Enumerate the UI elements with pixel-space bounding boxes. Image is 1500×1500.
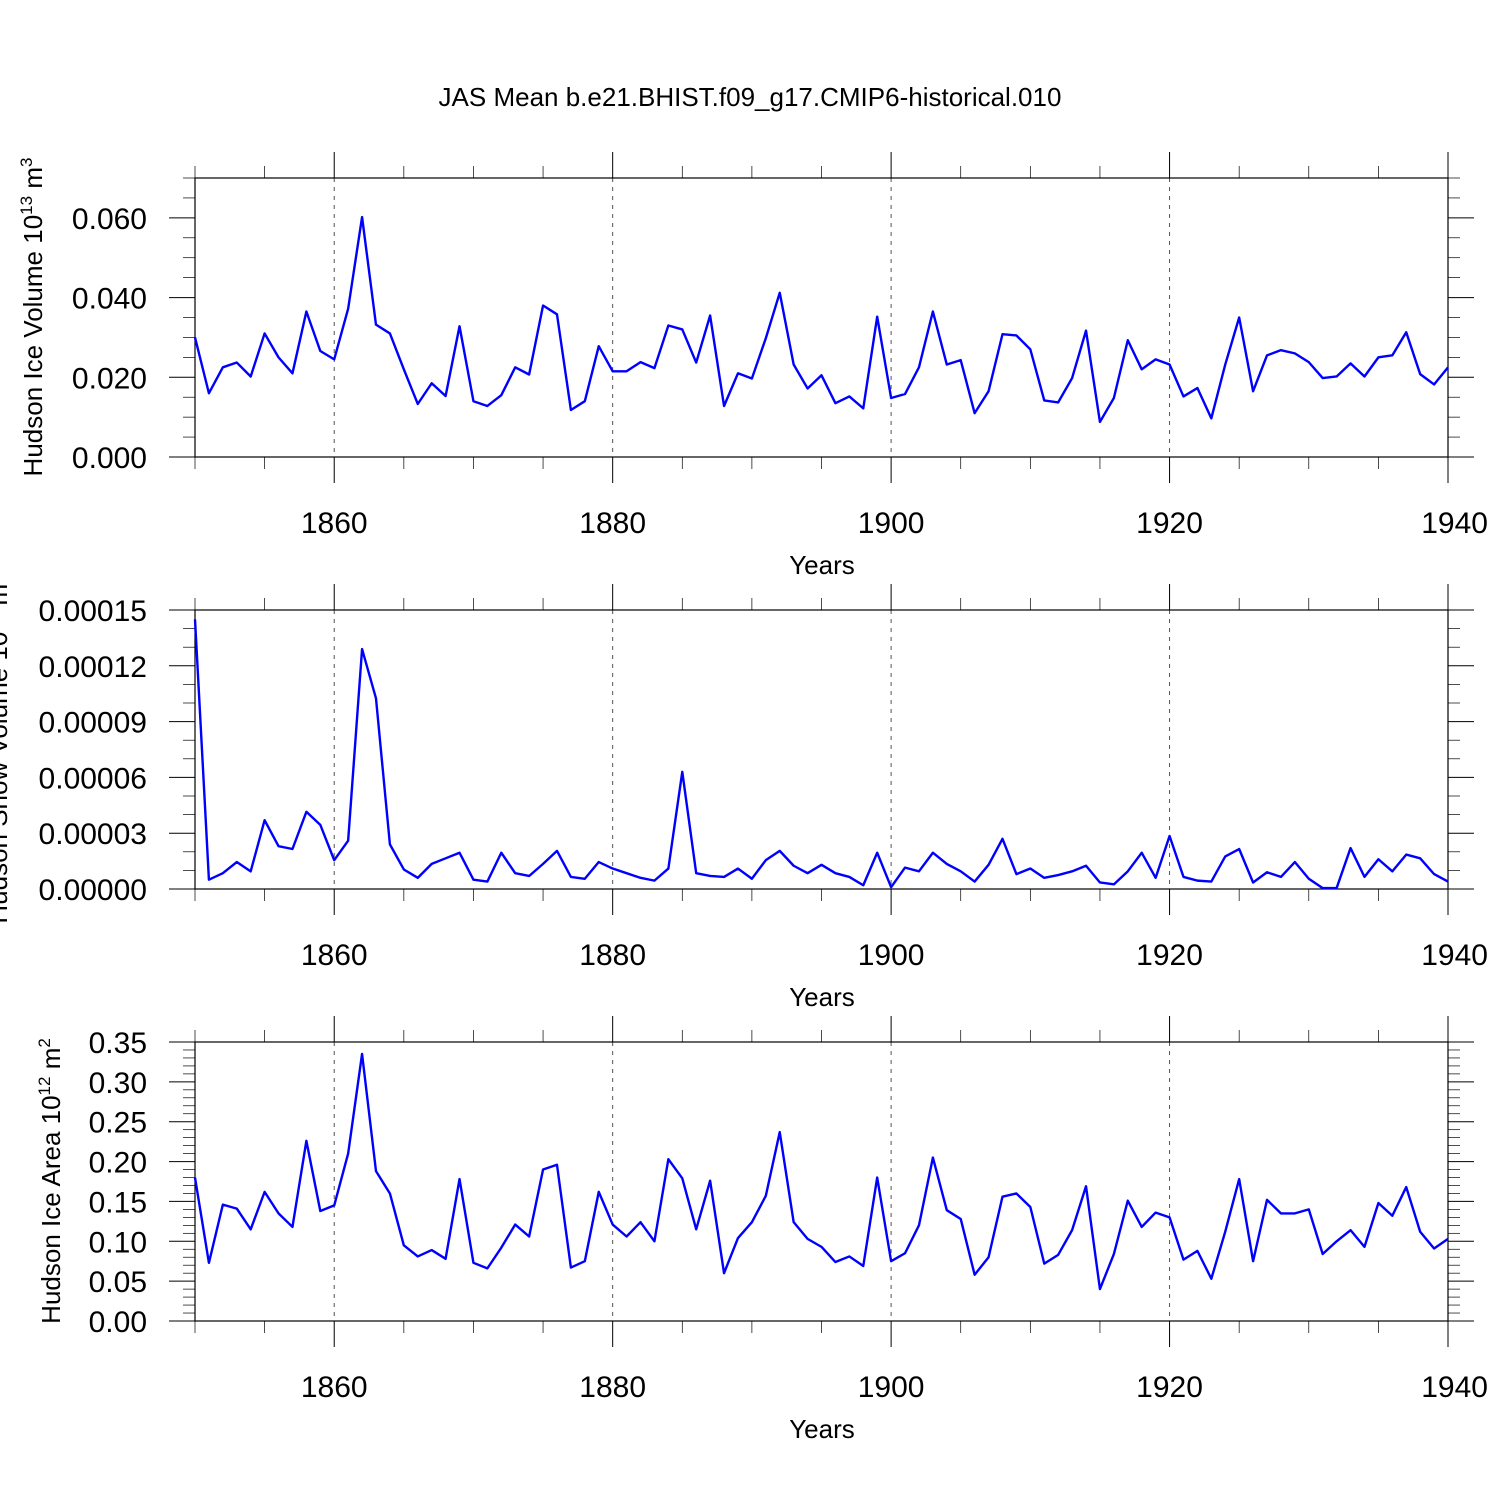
snow-volume-y-axis-title: Hudson Snow Volume 1013 m3 [0,574,13,923]
ice-area-y-tick-label-0.10: 0.10 [89,1226,147,1259]
ice-area-y-axis-title: Hudson Ice Area 1012 m2 [35,1038,66,1324]
snow-volume-y-tick-label-0.00000: 0.00000 [39,874,147,907]
ice-area-y-tick-label-0.00: 0.00 [89,1306,147,1339]
ice-volume-series-line [193,215,1449,424]
ice-volume-y-tick-label-0.060: 0.060 [72,203,147,236]
snow-volume-panel: Years Hudson Snow Volume 1013 m3 1860 188… [0,574,1488,1012]
ice-area-x-tick-label-1940: 1940 [1421,1371,1488,1404]
ice-area-y-tick-label-0.30: 0.30 [89,1067,147,1100]
ice-area-y-tick-label-0.25: 0.25 [89,1107,147,1140]
ice-volume-x-tick-label-1900: 1900 [858,507,925,540]
ice-volume-plot-frame [194,177,1449,458]
ice-volume-y-tick-label-0.020: 0.020 [72,362,147,395]
snow-volume-x-tick-label-1860: 1860 [301,939,368,972]
ice-volume-x-tick-label-1880: 1880 [579,507,646,540]
snow-volume-series-line [193,619,1449,890]
ice-area-x-tick-label-1880: 1880 [579,1371,646,1404]
snow-volume-y-tick-label-0.00006: 0.00006 [39,762,147,795]
snow-volume-x-tick-label-1920: 1920 [1136,939,1203,972]
snow-volume-y-tick-label-0.00012: 0.00012 [39,651,147,684]
ice-area-y-tick-label-0.35: 0.35 [89,1027,147,1060]
ice-area-y-tick-label-0.20: 0.20 [89,1147,147,1180]
ice-area-y-tick-label-0.05: 0.05 [89,1266,147,1299]
ice-volume-panel: Years Hudson Ice Volume 1013 m3 1860 1880… [17,152,1488,580]
ice-area-x-tick-label-1900: 1900 [858,1371,925,1404]
chart-title: JAS Mean b.e21.BHIST.f09_g17.CMIP6-histo… [439,82,1062,112]
ice-area-series-line [193,1052,1449,1291]
snow-volume-y-tick-label-0.00009: 0.00009 [39,707,147,740]
ice-area-panel: Years Hudson Ice Area 1012 m2 1860 1880 19… [35,1016,1488,1444]
ice-volume-y-axis-title: Hudson Ice Volume 1013 m3 [17,158,48,477]
snow-volume-plot-frame [194,609,1449,890]
ice-area-y-tick-label-0.15: 0.15 [89,1186,147,1219]
ice-volume-y-tick-label-0.040: 0.040 [72,283,147,316]
snow-volume-y-tick-label-0.00003: 0.00003 [39,818,147,851]
ice-area-x-tick-label-1920: 1920 [1136,1371,1203,1404]
snow-volume-y-tick-label-0.00015: 0.00015 [39,595,147,628]
ice-area-x-tick-label-1860: 1860 [301,1371,368,1404]
ice-area-x-axis-title: Years [789,1414,855,1444]
ice-volume-y-tick-label-0.000: 0.000 [72,442,147,475]
snow-volume-x-tick-label-1880: 1880 [579,939,646,972]
snow-volume-x-axis-title: Years [789,982,855,1012]
snow-volume-x-tick-label-1900: 1900 [858,939,925,972]
ice-volume-x-tick-label-1940: 1940 [1421,507,1488,540]
snow-volume-x-tick-label-1940: 1940 [1421,939,1488,972]
ice-volume-x-tick-label-1920: 1920 [1136,507,1203,540]
ice-volume-x-axis-title: Years [789,550,855,580]
ice-volume-x-tick-label-1860: 1860 [301,507,368,540]
